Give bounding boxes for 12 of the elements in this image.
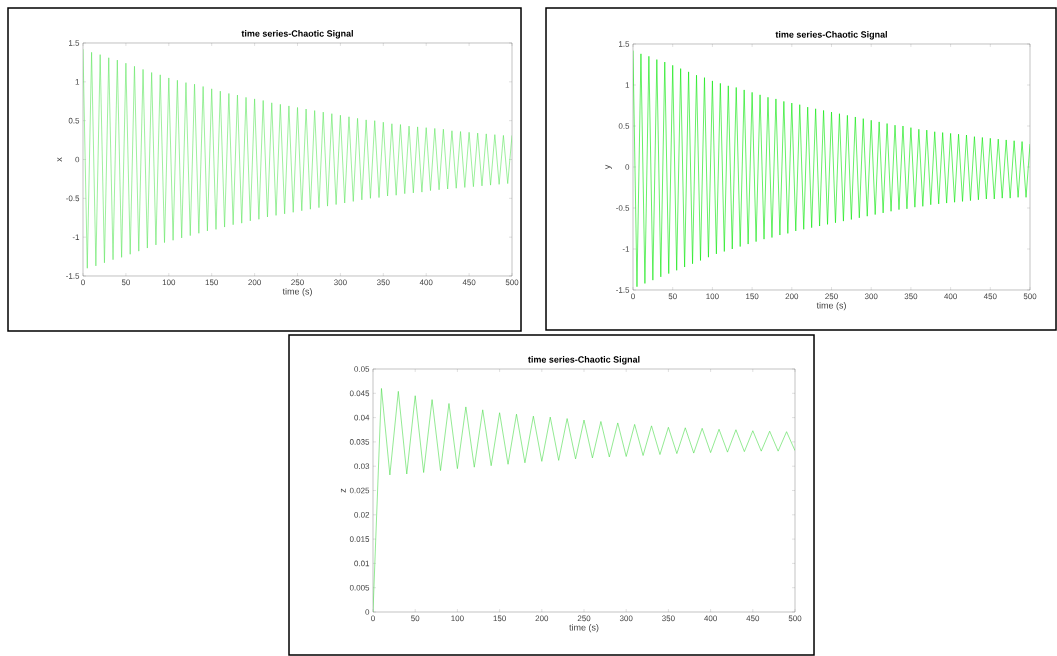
y-axis-title: z — [340, 488, 346, 493]
line-series — [633, 50, 1031, 288]
x-axis-title: time (s) — [282, 287, 312, 297]
y-axis-title: y — [605, 164, 612, 170]
chart-title: time series-Chaotic Signal — [528, 356, 640, 365]
line-series — [373, 388, 795, 612]
x-axis-title: time (s) — [569, 624, 599, 633]
x-axis-title: time (s) — [816, 301, 846, 311]
y-axis-title: x — [57, 157, 62, 162]
chart-title: time series-Chaotic Signal — [775, 31, 887, 40]
chart-title: time series-Chaotic Signal — [241, 30, 353, 39]
line-series — [83, 48, 512, 269]
